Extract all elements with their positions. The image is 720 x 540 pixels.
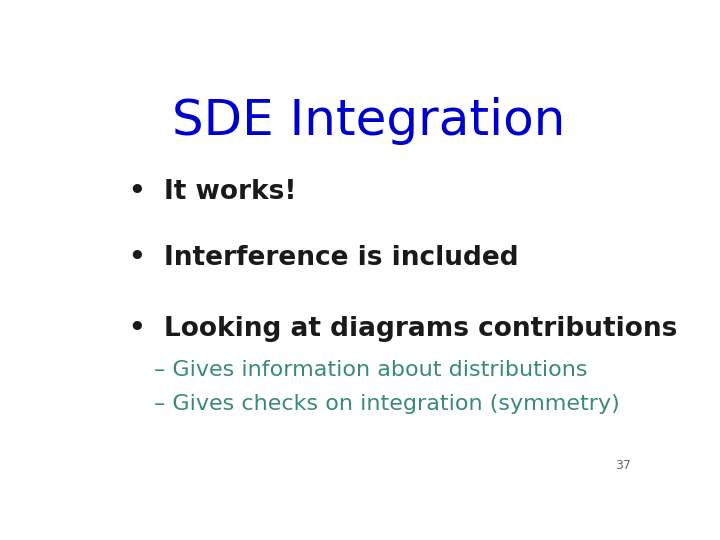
Text: – Gives information about distributions: – Gives information about distributions	[154, 360, 588, 380]
Text: 37: 37	[616, 460, 631, 472]
Text: •  It works!: • It works!	[129, 179, 297, 205]
Text: – Gives checks on integration (symmetry): – Gives checks on integration (symmetry)	[154, 394, 620, 414]
Text: •  Looking at diagrams contributions: • Looking at diagrams contributions	[129, 316, 678, 342]
Text: •  Interference is included: • Interference is included	[129, 245, 518, 271]
Text: SDE Integration: SDE Integration	[172, 97, 566, 145]
